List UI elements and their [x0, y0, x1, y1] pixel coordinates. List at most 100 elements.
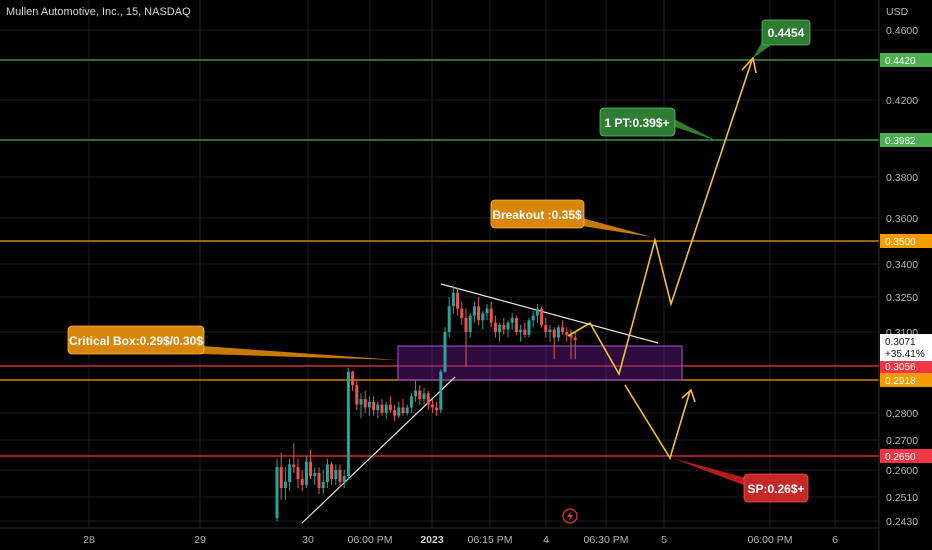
candle-body [514, 318, 518, 332]
pt1-label: 1 PT:0.39$+ [604, 116, 669, 130]
candle-body [481, 313, 485, 321]
candle-body [296, 467, 300, 479]
candle-body [414, 390, 418, 397]
candle-body [506, 322, 510, 330]
price-tags: 0.4420 0.3982 0.3500 0.3056 0.2918 0.2650 [880, 53, 932, 463]
y-tick-label: 0.2800 [886, 408, 918, 420]
y-tick-label: 0.3800 [886, 172, 918, 184]
candle-body [510, 318, 514, 323]
candle-body [477, 306, 481, 321]
sp-label: SP:0.26$+ [747, 482, 804, 496]
breakout-callout: Breakout :0.35$ [490, 199, 652, 237]
x-tick-label: 29 [194, 534, 206, 546]
y-tick-label: 0.2600 [886, 465, 918, 477]
candle-body [363, 399, 367, 408]
candle-body [426, 393, 430, 405]
candle-body [519, 329, 523, 332]
price-tag-bg [880, 53, 932, 67]
y-tick-label: 0.3600 [886, 213, 918, 225]
price-tag-bg [880, 449, 932, 463]
candle-body [275, 467, 279, 518]
last-price-value: 0.3071 [885, 337, 916, 348]
candle-body [569, 334, 573, 338]
candle-body [418, 390, 422, 400]
lightning-icon[interactable] [562, 508, 578, 524]
candle-body [342, 476, 346, 482]
candle-body [283, 482, 287, 488]
critical-box-callout: Critical Box:0.29$/0.30$ [67, 325, 398, 360]
y-tick-label: 0.3400 [886, 259, 918, 271]
projected-path-up [567, 59, 753, 377]
candle-body [485, 308, 489, 314]
candle-body [309, 461, 313, 476]
critical-box-label: Critical Box:0.29$/0.30$ [69, 334, 203, 348]
last-price-change: +35.41% [885, 349, 925, 360]
candle-body [401, 407, 405, 413]
sp-callout: SP:0.26$+ [672, 458, 809, 503]
candle-body [430, 404, 434, 408]
candle-body [552, 329, 556, 338]
candle-body [393, 410, 397, 416]
price-tag-label: 0.3982 [885, 136, 916, 147]
x-tick-label: 2023 [420, 534, 444, 546]
candle-body [325, 464, 329, 482]
descending-trendline [440, 283, 659, 344]
candle-body [531, 315, 535, 321]
candle-body [384, 404, 388, 413]
price-tag-bg [880, 234, 932, 248]
price-tag-label: 0.2918 [885, 376, 916, 387]
candle-body [451, 292, 455, 307]
candle-body [456, 292, 460, 309]
time-scale: 28 29 30 06:00 PM 2023 06:15 PM 4 06:30 PM 5 06:0… [83, 534, 838, 546]
candle-body [313, 473, 317, 476]
price-tag-bg [880, 133, 932, 147]
candle-body [573, 337, 577, 340]
candle-body [493, 322, 497, 332]
price-tag-bg [880, 359, 932, 373]
candle-body [468, 315, 472, 332]
candle-body [355, 385, 359, 405]
breakout-label: Breakout :0.35$ [492, 208, 582, 222]
candle-body [376, 404, 380, 411]
candle-body [380, 404, 384, 413]
price-tag-bg [880, 373, 932, 387]
candle-body [397, 407, 401, 416]
candle-body [439, 371, 443, 411]
candle-body [548, 329, 552, 332]
last-price-tag: 0.3071 +35.41% [880, 334, 932, 361]
candle-body [359, 399, 363, 405]
x-tick-label: 4 [543, 534, 549, 546]
candle-body [338, 470, 342, 482]
candle-body [288, 464, 292, 482]
candle-body [565, 332, 569, 335]
candle-body [321, 482, 325, 488]
x-tick-label: 28 [83, 534, 95, 546]
price-tag-label: 0.2650 [885, 452, 916, 463]
x-tick-label: 5 [661, 534, 667, 546]
x-tick-label: 06:00 PM [748, 534, 793, 546]
y-tick-label: 0.2430 [886, 516, 918, 528]
candle-body [556, 327, 560, 338]
x-tick-label: 6 [832, 534, 838, 546]
candle-body [300, 479, 304, 485]
candle-body [447, 306, 451, 332]
candle-body [409, 396, 413, 408]
candle-body [346, 371, 350, 476]
candle-body [540, 308, 544, 325]
candle-body [422, 393, 426, 400]
candle-body [367, 401, 371, 408]
x-tick-label: 30 [302, 534, 314, 546]
x-tick-label: 06:15 PM [468, 534, 513, 546]
candle-body [443, 332, 447, 372]
y-tick-label: 0.2700 [886, 435, 918, 447]
candles [275, 286, 577, 521]
candle-body [292, 464, 296, 468]
candle-body [527, 320, 531, 335]
candle-body [405, 407, 409, 413]
candle-body [388, 404, 392, 411]
x-tick-label: 06:30 PM [584, 534, 629, 546]
candle-body [523, 329, 527, 335]
y-tick-label: 0.3250 [886, 292, 918, 304]
